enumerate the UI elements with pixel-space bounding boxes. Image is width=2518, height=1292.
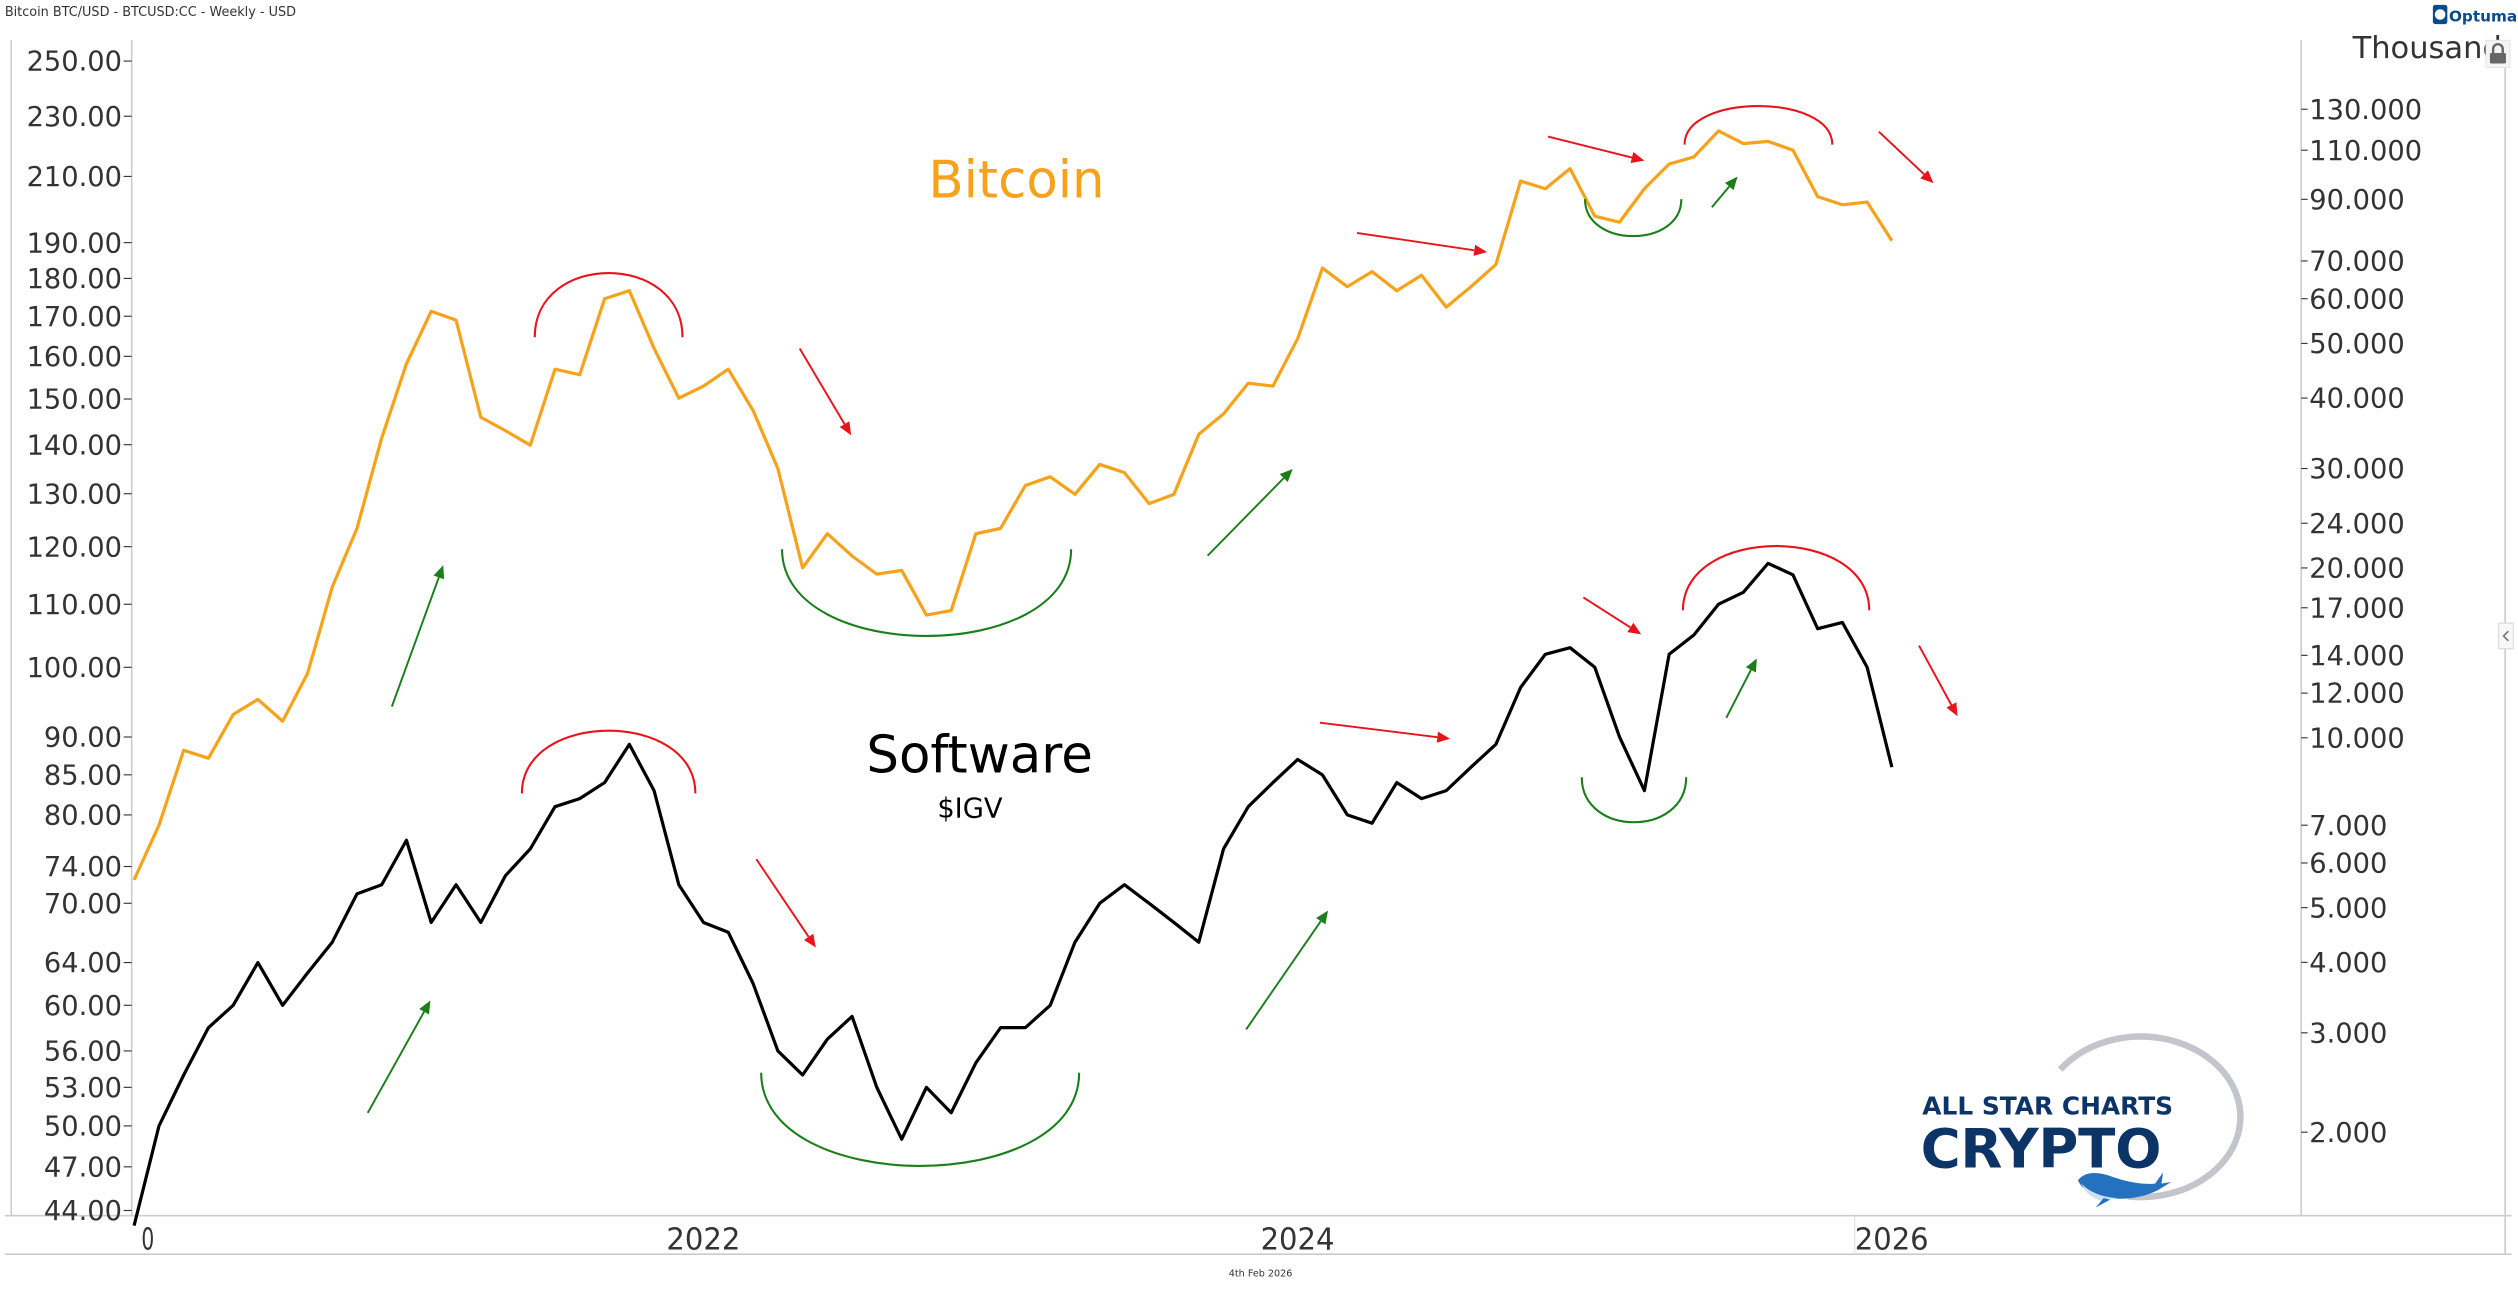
x-tick-label: 0 [141, 1222, 154, 1257]
right-tick-label: 6.000 [2309, 849, 2387, 880]
green-up-arrow-icon [1711, 176, 1738, 208]
green-bottom-arc [1580, 777, 1688, 824]
series-layer [132, 129, 1894, 1227]
left-tick-label: 230.00 [27, 102, 122, 133]
left-tick-label: 44.00 [44, 1196, 122, 1227]
left-tick-label: 50.00 [44, 1112, 122, 1143]
right-tick-label: 24.000 [2309, 509, 2404, 540]
right-axis-unit-label: Thousand [2352, 31, 2502, 66]
left-tick-label: 120.00 [27, 532, 122, 563]
left-tick-label: 64.00 [44, 948, 122, 979]
bitcoin-series-line [132, 129, 1894, 881]
left-tick-label: 190.00 [27, 228, 122, 259]
red-top-arc [1683, 104, 1834, 145]
right-tick-label: 5.000 [2309, 893, 2387, 924]
left-tick-label: 110.00 [27, 590, 122, 621]
red-down-arrow-icon [1319, 721, 1451, 743]
x-tick-label: 2024 [1261, 1222, 1335, 1257]
optuma-text: Optuma [2449, 8, 2517, 26]
right-tick-label: 90.000 [2309, 185, 2404, 216]
green-up-arrow-icon [390, 565, 445, 707]
red-top-arc [533, 271, 684, 338]
software-label: Software [866, 725, 1092, 785]
red-down-arrow-icon [1878, 131, 1934, 184]
left-tick-label: 70.00 [44, 889, 122, 920]
software-ticker-label: $IGV [937, 793, 1003, 824]
red-top-arc [520, 729, 697, 794]
red-down-arrow-icon [1582, 596, 1642, 635]
right-tick-label: 10.000 [2309, 723, 2404, 754]
red-down-arrow-icon [798, 348, 852, 436]
green-bottom-arc [1583, 199, 1683, 238]
optuma-logo: Optuma [2432, 4, 2517, 26]
left-tick-label: 47.00 [44, 1152, 122, 1183]
x-axis: 0 2022 2024 2026 [141, 1222, 1928, 1257]
green-up-arrow-icon [1725, 658, 1757, 719]
red-down-arrow-icon [1918, 645, 1958, 717]
right-tick-label: 130.000 [2309, 95, 2422, 126]
logo-line2: CRYPTO [1921, 1117, 2162, 1181]
right-tick-label: 17.000 [2309, 593, 2404, 624]
green-up-arrow-icon [1206, 468, 1293, 557]
collapse-panel-button[interactable] [2498, 622, 2514, 650]
left-axis: 250.00 230.00 210.00 190.00 180.00 170.00 160.… [27, 47, 132, 1227]
x-tick-label: 2022 [666, 1222, 740, 1257]
whale-icon [2077, 1172, 2172, 1208]
left-tick-label: 60.00 [44, 991, 122, 1022]
lock-button[interactable] [2485, 39, 2511, 68]
green-up-arrow-icon [366, 1000, 431, 1114]
x-tick-label: 2026 [1855, 1222, 1929, 1257]
left-tick-label: 140.00 [27, 430, 122, 461]
right-tick-label: 20.000 [2309, 554, 2404, 585]
logo-ring [2057, 1033, 2244, 1201]
all-star-charts-crypto-logo: ALL STAR CHARTS CRYPTO [1921, 1033, 2244, 1208]
logo-line1: ALL STAR CHARTS [1922, 1092, 2173, 1121]
red-down-arrow-icon [1547, 135, 1645, 163]
software-series-line [132, 561, 1894, 1227]
chevron-left-icon [2502, 630, 2509, 642]
chart-header-title: Bitcoin BTC/USD - BTCUSD:CC - Weekly - U… [5, 5, 296, 20]
left-tick-label: 80.00 [44, 801, 122, 832]
left-tick-label: 53.00 [44, 1073, 122, 1104]
left-tick-label: 74.00 [44, 852, 122, 883]
right-tick-label: 3.000 [2309, 1018, 2387, 1049]
right-tick-label: 14.000 [2309, 641, 2404, 672]
left-tick-label: 56.00 [44, 1037, 122, 1068]
left-tick-label: 170.00 [27, 302, 122, 333]
left-tick-label: 100.00 [27, 653, 122, 684]
right-tick-label: 50.000 [2309, 329, 2404, 360]
left-tick-label: 160.00 [27, 342, 122, 373]
right-tick-label: 30.000 [2309, 454, 2404, 485]
right-tick-label: 70.000 [2309, 247, 2404, 278]
red-down-arrow-icon [1356, 231, 1488, 256]
green-bottom-arc [781, 549, 1073, 637]
red-top-arc [1681, 545, 1871, 611]
green-bottom-arc [760, 1072, 1081, 1167]
left-tick-label: 250.00 [27, 47, 122, 78]
bitcoin-label: Bitcoin [928, 151, 1104, 211]
right-tick-label: 12.000 [2309, 679, 2404, 710]
lock-icon [2489, 43, 2506, 64]
left-tick-label: 210.00 [27, 162, 122, 193]
left-tick-label: 90.00 [44, 723, 122, 754]
left-tick-label: 150.00 [27, 385, 122, 416]
left-tick-label: 85.00 [44, 760, 122, 791]
green-up-arrow-icon [1245, 910, 1329, 1030]
right-tick-label: 60.000 [2309, 284, 2404, 315]
left-tick-label: 130.00 [27, 479, 122, 510]
right-tick-label: 2.000 [2309, 1118, 2387, 1149]
right-tick-label: 4.000 [2309, 948, 2387, 979]
right-tick-label: 110.000 [2309, 136, 2422, 167]
annotations [366, 104, 1958, 1167]
red-down-arrow-icon [755, 858, 816, 948]
left-tick-label: 180.00 [27, 264, 122, 295]
right-axis: 130.000 110.000 90.000 70.000 60.000 50.000 40… [2301, 95, 2422, 1149]
right-tick-label: 7.000 [2309, 811, 2387, 842]
footer-date: 4th Feb 2026 [1229, 1269, 1293, 1280]
right-tick-label: 40.000 [2309, 384, 2404, 415]
